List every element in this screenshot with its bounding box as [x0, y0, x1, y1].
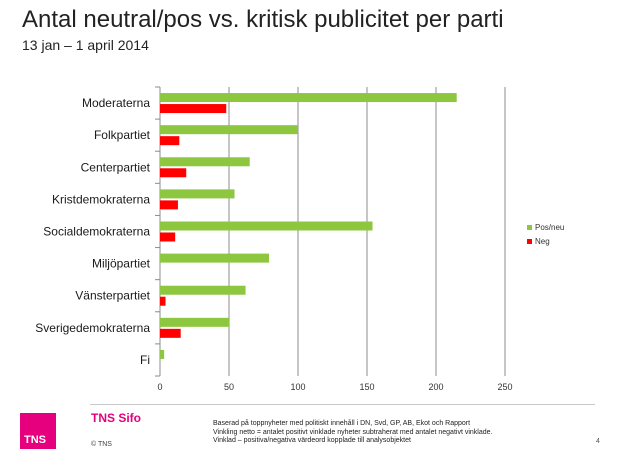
y-tick-label: Sverigedemokraterna — [35, 321, 150, 335]
bar-pos-neu — [160, 349, 165, 359]
chart-subtitle: 13 jan – 1 april 2014 — [22, 37, 149, 53]
legend-label: Neg — [535, 237, 550, 246]
y-tick-label: Fi — [140, 353, 150, 367]
chart-title: Antal neutral/pos vs. kritisk publicitet… — [22, 6, 504, 33]
brand-name: TNS Sifo — [91, 411, 141, 425]
x-tick-label: 200 — [428, 382, 443, 392]
y-tick-label: Centerpartiet — [81, 160, 151, 174]
bar-pos-neu — [160, 125, 298, 135]
y-tick-label: Vänsterpartiet — [75, 289, 150, 303]
bar-neg — [160, 296, 166, 306]
bar-neg — [160, 168, 187, 178]
bar-pos-neu — [160, 285, 246, 295]
legend-label: Pos/neu — [535, 223, 564, 232]
x-tick-label: 150 — [359, 382, 374, 392]
x-tick-label: 50 — [224, 382, 234, 392]
y-tick-label: Socialdemokraterna — [43, 225, 150, 239]
footnote-line: Vinklad – positiva/negativa värdeord kop… — [213, 437, 411, 444]
bar-pos-neu — [160, 253, 270, 263]
legend-swatch — [527, 225, 532, 230]
bar-chart: 0 50 100 150 200 250 Moderaterna Folkpartiet Cen… — [35, 86, 564, 392]
bar-pos-neu — [160, 157, 250, 167]
bar-pos-neu — [160, 317, 229, 327]
footer-divider — [90, 404, 595, 405]
y-tick-label: Folkpartiet — [94, 128, 151, 142]
page-number: 4 — [596, 438, 600, 445]
logo-text: TNS — [24, 434, 46, 446]
bar-pos-neu — [160, 221, 373, 231]
bar-neg — [160, 200, 178, 210]
tns-logo: TNS — [20, 413, 56, 449]
bar-neg — [160, 136, 180, 146]
bar-pos-neu — [160, 189, 235, 199]
x-tick-label: 100 — [290, 382, 305, 392]
footnote-line: Vinkling netto = antalet positivt vinkla… — [213, 428, 493, 436]
y-tick-label: Miljöpartiet — [92, 257, 151, 271]
bar-neg — [160, 328, 181, 338]
footnote-line: Baserad på toppnyheter med politiskt inn… — [213, 420, 471, 427]
x-tick-label: 250 — [497, 382, 512, 392]
bar-pos-neu — [160, 93, 457, 103]
y-tick-label: Kristdemokraterna — [52, 192, 150, 206]
footnotes: Baserad på toppnyheter med politiskt inn… — [213, 420, 492, 446]
x-tick-label: 0 — [157, 382, 162, 392]
legend-swatch — [527, 239, 532, 244]
copyright: © TNS — [91, 441, 112, 448]
bar-neg — [160, 104, 227, 114]
bar-neg — [160, 232, 176, 242]
y-tick-label: Moderaterna — [82, 96, 150, 110]
